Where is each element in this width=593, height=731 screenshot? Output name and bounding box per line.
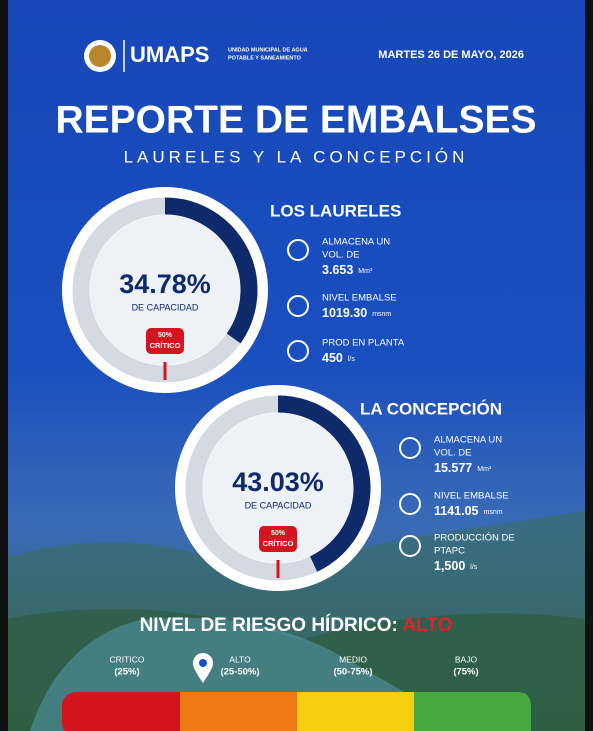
risk-level-name: ALTO: [229, 654, 251, 664]
date: MARTES 26 DE MAYO, 2026: [378, 49, 524, 61]
reservoir-name: LA CONCEPCIÓN: [360, 399, 502, 418]
brand: UMAPS: [130, 42, 209, 67]
pin-icon: [199, 659, 207, 667]
gauge-inner: [203, 413, 353, 563]
stat-value: 450: [322, 351, 343, 365]
stat-value: 1,500 l/s: [434, 559, 478, 573]
stat-label: ALMACENA UN: [322, 237, 390, 248]
stat-unit: Mm³: [477, 466, 492, 473]
frame: [0, 0, 8, 731]
stat-label: PRODUCCIÓN DE: [434, 533, 515, 544]
critical-badge: [259, 526, 297, 552]
stat-value: 1,500: [434, 559, 465, 573]
stat-label: NIVEL EMBALSE: [434, 491, 509, 502]
risk-level: ALTO: [402, 615, 452, 636]
risk-level-name: MEDIO: [339, 654, 367, 664]
risk-level-name: BAJO: [455, 654, 478, 664]
stat-value: 1019.30 msnm: [322, 306, 391, 320]
stat-value: 3.653: [322, 263, 353, 277]
stat-icon: [399, 437, 421, 459]
stat-icon: [399, 493, 421, 515]
capacity-value: 43.03%: [232, 467, 324, 497]
critical-text: CRÍTICO: [150, 341, 181, 350]
stat-label: VOL. DE: [434, 448, 472, 459]
risk-title: NIVEL DE RIESGO HÍDRICO: ALTO: [140, 614, 453, 636]
stat-label: PROD EN PLANTA: [322, 338, 405, 349]
gauge-arc: [164, 197, 258, 344]
risk-level-name: CRITICO: [110, 654, 145, 664]
gauge-inner: [90, 215, 240, 365]
risk-title: NIVEL DE RIESGO HÍDRICO:: [140, 614, 398, 636]
gauge-arc: [277, 395, 371, 572]
stat-value: 1141.05: [434, 504, 479, 518]
risk-bar: [297, 692, 414, 731]
stat-unit: Mm³: [358, 268, 373, 275]
stat-unit: l/s: [348, 356, 356, 363]
risk-level-range: (75%): [453, 667, 478, 678]
logo: [89, 45, 111, 67]
org-name: UNIDAD MUNICIPAL DE AGUA: [228, 47, 308, 53]
stat-value: 1019.30: [322, 306, 367, 320]
critical-label: 50%: [158, 332, 173, 339]
stat-icon: [399, 535, 421, 557]
critical-label: 50%: [271, 530, 286, 537]
stat-value: 15.577: [434, 461, 472, 475]
stat-label: NIVEL EMBALSE: [322, 293, 397, 304]
stat-unit: l/s: [470, 564, 478, 571]
risk-bar: [180, 692, 297, 731]
risk-level-range: (25%): [114, 667, 139, 678]
stat-icon: [287, 340, 309, 362]
stat-value: 1141.05 msnm: [434, 504, 503, 518]
subtitle: LAURELES Y LA CONCEPCIÓN: [124, 147, 469, 166]
stat-value: 3.653 Mm³: [322, 263, 373, 277]
frame: [585, 0, 593, 731]
risk-bar: [414, 692, 531, 731]
title: REPORTE DE EMBALSES: [55, 98, 536, 141]
stat-value: 15.577 Mm³: [434, 461, 492, 475]
stat-unit: msnm: [372, 311, 391, 318]
capacity-value: 34.78%: [119, 269, 211, 299]
org-name: POTABLE Y SANEAMIENTO: [228, 55, 302, 61]
risk-level-range: (25-50%): [220, 667, 259, 678]
critical-badge: [146, 328, 184, 354]
capacity-text: DE CAPACIDAD: [132, 302, 199, 312]
stat-label: VOL. DE: [322, 250, 360, 261]
stat-label: PTAPC: [434, 546, 465, 557]
critical-text: CRÍTICO: [263, 539, 294, 548]
stat-value: 450 l/s: [322, 351, 355, 365]
stat-icon: [287, 295, 309, 317]
stat-icon: [287, 239, 309, 261]
capacity-text: DE CAPACIDAD: [245, 500, 312, 510]
stat-unit: msnm: [484, 509, 503, 516]
risk-level-range: (50-75%): [333, 667, 372, 678]
stat-label: ALMACENA UN: [434, 435, 502, 446]
pin-icon: [193, 653, 213, 683]
reservoir-name: LOS LAURELES: [270, 201, 401, 220]
